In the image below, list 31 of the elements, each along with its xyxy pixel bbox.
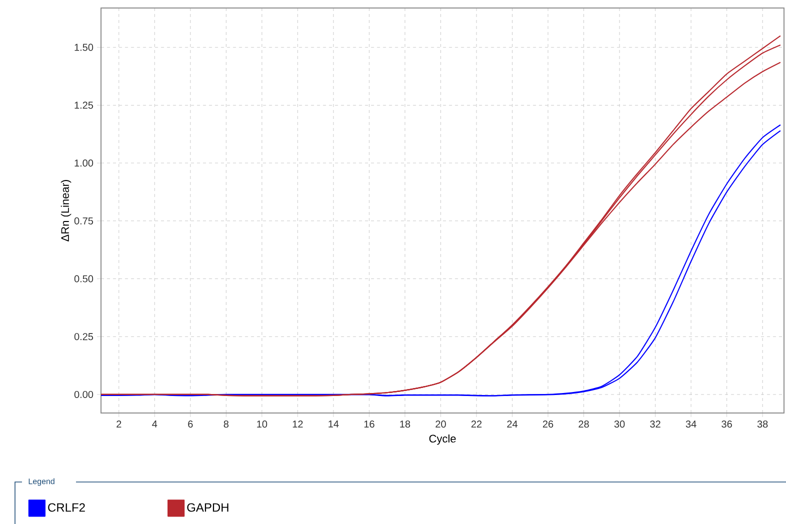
y-tick-label: 1.25 (74, 102, 94, 109)
x-tick-label: 28 (578, 420, 589, 428)
x-tick-label: 12 (292, 420, 303, 428)
x-tick-label: 10 (257, 420, 268, 428)
y-tick-label: 1.50 (74, 44, 94, 51)
x-tick-label: 20 (436, 420, 446, 428)
y-tick-label: 0.50 (74, 275, 94, 282)
legend-title: Legend (28, 478, 54, 486)
legend-label: CRLF2 (48, 503, 85, 512)
x-tick-label: 6 (188, 420, 193, 428)
x-tick-label: 32 (650, 420, 660, 428)
x-tick-label: 26 (542, 420, 554, 428)
x-axis-title: Cycle (429, 434, 456, 445)
y-tick-label: 0.75 (74, 217, 94, 224)
x-tick-label: 38 (757, 420, 768, 428)
x-tick-label: 16 (364, 420, 374, 428)
x-tick-label: 8 (224, 420, 229, 428)
y-tick-label: 0.00 (74, 390, 94, 398)
x-tick-label: 22 (471, 420, 482, 428)
y-tick-label: 1.00 (74, 160, 94, 167)
x-tick-label: 18 (400, 420, 410, 428)
x-tick-label: 24 (507, 420, 518, 428)
x-tick-label: 36 (722, 420, 732, 428)
legend-label: GAPDH (187, 503, 228, 512)
y-tick-label: 0.25 (74, 333, 94, 340)
y-axis-title: ΔRn (Linear) (60, 180, 72, 242)
x-tick-label: 4 (152, 420, 158, 428)
x-tick-label: 30 (614, 420, 625, 428)
x-tick-label: 2 (116, 420, 122, 428)
x-tick-label: 14 (328, 420, 339, 428)
x-tick-label: 34 (686, 420, 696, 428)
